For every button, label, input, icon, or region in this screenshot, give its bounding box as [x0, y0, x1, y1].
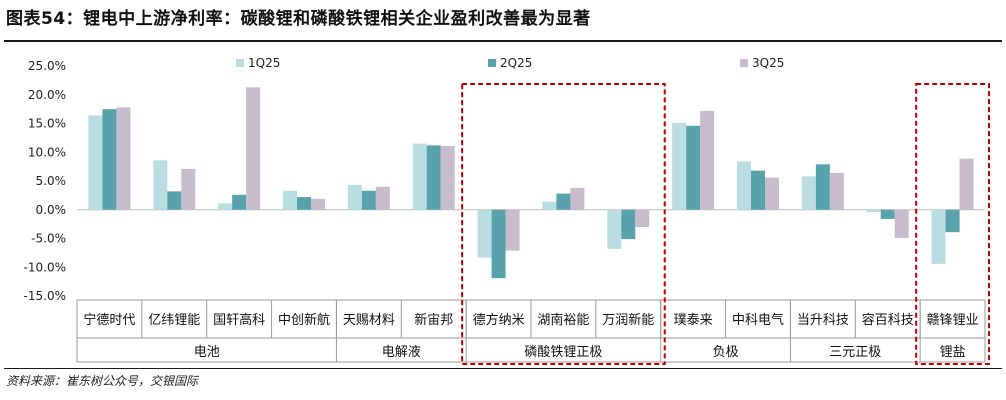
y-tick-label: 5.0% [36, 174, 67, 188]
legend-swatch [488, 59, 496, 67]
category-label: 璞泰来 [674, 313, 713, 328]
bar-2q25-11 [815, 164, 830, 210]
bar-2q25-7 [556, 193, 571, 210]
bar-1q25-0 [88, 115, 103, 210]
highlight-box [915, 83, 991, 365]
bar-3q25-0 [116, 107, 131, 210]
legend-label: 3Q25 [752, 56, 784, 70]
legend: 1Q25 2Q25 3Q25 [236, 56, 784, 70]
group-label: 三元正极 [829, 345, 881, 360]
bar-3q25-3 [311, 198, 325, 210]
bar-3q25-7 [570, 187, 585, 210]
bar-3q25-9 [700, 110, 715, 210]
group-label: 磷酸铁锂正极 [524, 345, 602, 360]
category-label: 宁德时代 [83, 312, 135, 328]
bar-1q25-11 [801, 176, 816, 210]
title-rule [4, 40, 1002, 42]
y-tick-label: -15.0% [24, 289, 66, 303]
highlight-box [461, 83, 666, 365]
y-tick-label: 15.0% [28, 117, 66, 131]
bar-1q25-5 [412, 143, 427, 210]
bar-3q25-6 [505, 209, 520, 251]
bar-2q25-1 [167, 191, 182, 210]
footer-rule [4, 368, 1002, 369]
y-tick-label: 20.0% [28, 88, 66, 102]
y-tick-label: 25.0% [28, 59, 66, 73]
category-label: 中科电气 [732, 312, 784, 328]
y-tick-label: -10.0% [24, 260, 66, 274]
bar-3q25-10 [765, 177, 779, 210]
category-label: 天赐材料 [343, 313, 395, 328]
group-label: 负极 [713, 345, 739, 360]
category-label: 新宙邦 [414, 312, 453, 328]
bar-3q25-13 [959, 158, 974, 210]
bar-1q25-9 [672, 122, 687, 210]
legend-label: 1Q25 [248, 56, 280, 70]
bar-2q25-6 [491, 209, 506, 279]
bar-3q25-4 [375, 186, 390, 210]
bar-3q25-8 [635, 209, 650, 227]
bar-3q25-12 [894, 209, 909, 238]
bar-3q25-2 [246, 87, 261, 210]
axis-layer: 25.0% 20.0% 15.0% 10.0% 5.0% 0.0% -5.0% -10.0% -… [24, 59, 986, 363]
bar-chart: 25.0% 20.0% 15.0% 10.0% 5.0% 0.0% -5.0% -10.0% -… [24, 56, 991, 365]
bar-3q25-1 [181, 168, 196, 210]
group-label: 锂盐 [940, 345, 966, 360]
bar-2q25-12 [880, 209, 895, 219]
figure-title: 图表54：锂电中上游净利率：碳酸锂和磷酸铁锂相关企业盈利改善最为显著 [6, 9, 591, 29]
source-note: 资料来源：崔东树公众号，交银国际 [6, 374, 199, 388]
bar-3q25-5 [440, 145, 455, 210]
bars-layer [88, 87, 974, 279]
bar-2q25-8 [621, 209, 636, 240]
bar-1q25-10 [737, 161, 751, 210]
category-label: 国轩高科 [213, 312, 265, 328]
category-label: 赣锋锂业 [927, 313, 979, 328]
y-tick-label: 0.0% [36, 203, 67, 217]
bar-1q25-7 [542, 201, 557, 210]
bar-2q25-13 [945, 209, 960, 233]
bar-1q25-8 [607, 209, 622, 249]
category-label: 湖南裕能 [537, 312, 589, 328]
bar-1q25-12 [866, 209, 881, 213]
bar-2q25-4 [361, 190, 376, 210]
category-label: 容百科技 [862, 312, 914, 328]
y-tick-label: -5.0% [31, 232, 66, 246]
bar-2q25-10 [751, 170, 765, 210]
legend-label: 2Q25 [500, 56, 532, 70]
bar-1q25-1 [153, 160, 168, 210]
legend-swatch [740, 59, 748, 67]
bar-1q25-6 [477, 209, 492, 258]
bar-1q25-13 [931, 209, 946, 264]
bar-2q25-9 [686, 125, 701, 210]
bar-1q25-2 [218, 203, 233, 210]
category-label: 中创新航 [278, 312, 330, 328]
bar-1q25-3 [283, 190, 297, 210]
bar-3q25-11 [829, 172, 844, 210]
bar-2q25-5 [426, 145, 441, 210]
group-label: 电解液 [382, 345, 421, 360]
bar-2q25-3 [297, 197, 311, 210]
y-tick-label: 10.0% [28, 145, 66, 159]
legend-swatch [236, 59, 244, 67]
category-label: 亿纬锂能 [148, 313, 200, 328]
category-label: 当升科技 [797, 313, 849, 328]
group-label: 电池 [194, 345, 220, 360]
bar-2q25-2 [232, 194, 247, 210]
bar-2q25-0 [102, 109, 117, 210]
bar-1q25-4 [347, 185, 362, 210]
highlight-layer [461, 83, 991, 365]
category-label: 德方纳米 [473, 312, 525, 328]
category-label: 万润新能 [602, 312, 654, 328]
